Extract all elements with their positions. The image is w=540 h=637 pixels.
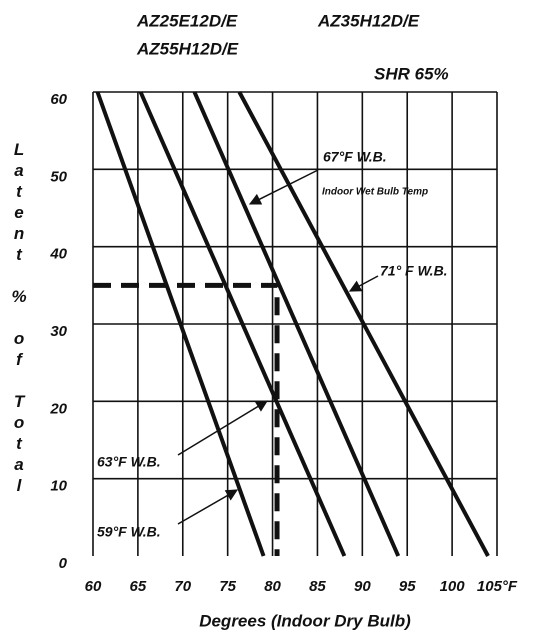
- x-tick-label: 60: [85, 578, 102, 595]
- line: [95, 91, 266, 557]
- x-tick-label: 70: [174, 578, 191, 595]
- x-tick-label: 80: [264, 578, 281, 595]
- x-tick-label: 105°F: [477, 578, 518, 595]
- y-tick-label: 30: [50, 323, 67, 340]
- header-label: SHR 65%: [374, 64, 449, 83]
- reference-line: [93, 282, 280, 556]
- y-tick-label: 60: [50, 91, 67, 108]
- arrow: [348, 275, 379, 292]
- x-tick-label: 65: [130, 578, 147, 595]
- series-label: 59°F W.B.: [97, 524, 161, 540]
- line: [192, 91, 401, 557]
- series-label: 71° F W.B.: [380, 263, 448, 279]
- y-tick-label: 20: [49, 400, 67, 417]
- x-tick-label: 95: [399, 578, 416, 595]
- y-tick-label: 10: [50, 478, 67, 495]
- x-tick-label: 90: [354, 578, 371, 595]
- line: [237, 91, 490, 557]
- arrow: [248, 169, 319, 205]
- annotation: Indoor Wet Bulb Temp: [322, 187, 428, 198]
- header-label: AZ55H12D/E: [136, 39, 239, 58]
- series-label: 67°F W.B.: [323, 149, 387, 165]
- y-tick-label: 0: [59, 555, 68, 572]
- y-axis-label: Latent % of Total: [10, 140, 29, 497]
- y-tick-label: 40: [49, 246, 67, 263]
- x-axis-label: Degrees (Indoor Dry Bulb): [199, 611, 411, 630]
- y-tick-label: 50: [50, 168, 67, 185]
- series-label: 63°F W.B.: [97, 454, 161, 470]
- header-label: AZ35H12D/E: [317, 11, 420, 30]
- x-tick-label: 85: [309, 578, 326, 595]
- header-label: AZ25E12D/E: [136, 11, 238, 30]
- arrow: [177, 400, 269, 456]
- line: [138, 91, 347, 557]
- x-tick-label: 100: [440, 578, 466, 595]
- x-tick-label: 75: [219, 578, 236, 595]
